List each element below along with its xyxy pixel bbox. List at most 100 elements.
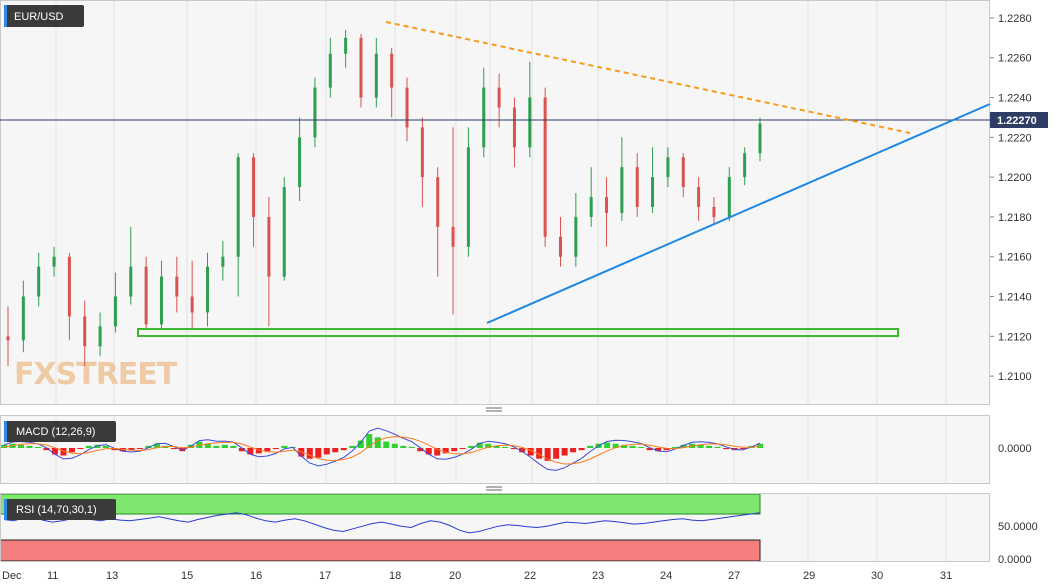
candle-body xyxy=(712,206,716,217)
watermark-fx: FX xyxy=(14,357,56,392)
candle-body xyxy=(558,236,562,257)
macd-hist-bar xyxy=(323,448,330,455)
macd-hist-bar xyxy=(221,444,228,448)
time-tick-label: 30 xyxy=(871,570,883,582)
macd-hist-bar xyxy=(493,445,500,448)
candle xyxy=(98,312,102,357)
macd-hist-bar xyxy=(510,448,517,450)
candle xyxy=(359,33,363,108)
macd-hist-bar xyxy=(136,448,143,450)
macd-hist-bar xyxy=(43,448,50,451)
macd-hist-bar xyxy=(434,448,441,456)
candle-body xyxy=(175,276,179,297)
last-price-marker: 1.22270 xyxy=(990,112,1048,128)
candle xyxy=(83,300,87,367)
price-tick-label: 1.2140 xyxy=(998,292,1032,304)
macd-hist-bar xyxy=(281,445,288,448)
candle-body xyxy=(651,177,655,207)
candle xyxy=(37,252,41,307)
candle xyxy=(436,167,440,277)
candle-body xyxy=(37,266,41,297)
candle-body xyxy=(298,137,302,188)
candle xyxy=(758,117,762,162)
candle xyxy=(651,147,655,213)
candle-body xyxy=(144,266,148,325)
candle-body xyxy=(344,37,348,54)
macd-hist-bar xyxy=(740,448,747,450)
macd-hist-bar xyxy=(400,445,407,448)
svg-text:FXSTREET: FXSTREET xyxy=(14,357,178,392)
macd-hist-bar xyxy=(587,445,594,448)
candle-body xyxy=(743,153,747,178)
macd-hist-bar xyxy=(544,448,551,461)
price-tick-label: 1.2160 xyxy=(998,252,1032,264)
time-tick-label: 20 xyxy=(449,570,461,582)
macd-hist-bar xyxy=(468,445,475,448)
candle-body xyxy=(359,37,363,98)
macd-hist-bar xyxy=(408,446,415,448)
candle xyxy=(666,147,670,188)
price-vertical-grid xyxy=(55,0,947,405)
price-tick-label: 1.2120 xyxy=(998,331,1032,343)
candle xyxy=(743,147,747,186)
candle-body xyxy=(6,336,10,341)
candle xyxy=(21,280,25,353)
candle xyxy=(543,87,547,247)
macd-hist-bar xyxy=(570,448,577,453)
macd-hist-bar xyxy=(26,445,33,448)
macd-hist-bar xyxy=(247,448,254,455)
macd-hist-bar xyxy=(272,448,279,450)
macd-hist-bar xyxy=(629,445,636,448)
macd-hist-bar xyxy=(34,446,41,448)
candle xyxy=(190,260,194,329)
macd-hist-bar xyxy=(578,448,585,451)
time-tick-label: 22 xyxy=(524,570,536,582)
macd-hist-bar xyxy=(527,448,534,456)
macd-hist-bar xyxy=(77,448,84,450)
candle-body xyxy=(482,87,486,148)
candle-body xyxy=(52,256,56,267)
candle xyxy=(605,177,609,247)
macd-hist-bar xyxy=(51,448,58,455)
macd-hist-bar xyxy=(476,442,483,448)
macd-hist-bar xyxy=(1,444,7,448)
rsi-tick-0: 0.0000 xyxy=(998,554,1032,566)
macd-hist-bar xyxy=(128,448,135,451)
pane-splitter-1[interactable] xyxy=(486,407,502,412)
macd-hist-bar xyxy=(672,446,679,448)
time-tick-label: 16 xyxy=(250,570,262,582)
macd-hist-bar xyxy=(519,448,526,453)
macd-hist-bar xyxy=(111,448,118,451)
time-tick-label: 29 xyxy=(803,570,815,582)
candle-body xyxy=(420,127,424,178)
candle xyxy=(267,197,271,327)
candle xyxy=(6,306,10,367)
time-tick-label: 24 xyxy=(660,570,672,582)
macd-hist-bar xyxy=(204,443,211,448)
price-tick-label: 1.2180 xyxy=(998,212,1032,224)
candle xyxy=(175,256,179,313)
rsi-line xyxy=(3,512,761,534)
candle-body xyxy=(666,157,670,178)
macd-zero-tick: 0.0000 xyxy=(998,443,1032,455)
rsi-label: RSI (14,70,30,1) xyxy=(16,504,97,516)
candle xyxy=(52,246,56,277)
support-zone xyxy=(137,328,899,337)
macd-badge: MACD (12,26,9) xyxy=(4,421,116,442)
candle xyxy=(206,252,210,327)
macd-hist-bar xyxy=(655,448,662,452)
candle-body xyxy=(313,87,317,138)
macd-hist-bar xyxy=(102,445,109,448)
candle-body xyxy=(98,326,102,347)
candle xyxy=(221,240,225,281)
candle xyxy=(405,77,409,142)
candle-body xyxy=(390,53,394,88)
candle xyxy=(620,137,624,221)
candle-body xyxy=(512,107,516,148)
candle-body xyxy=(21,296,25,341)
price-axis: 1.2280 1.2260 1.2240 1.2220 1.2200 1.2180 1.21… xyxy=(990,13,1048,383)
rsi-vertical-grid xyxy=(807,493,947,562)
pane-splitter-2[interactable] xyxy=(486,486,502,491)
macd-hist-bar xyxy=(442,448,449,454)
